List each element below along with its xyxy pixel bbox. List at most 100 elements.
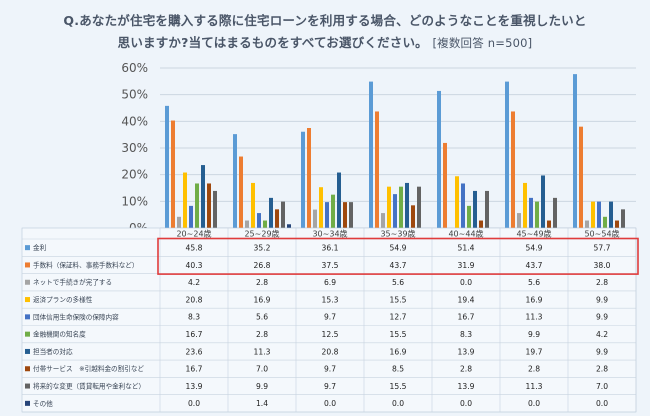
- data-cell: 4.2: [596, 330, 608, 339]
- data-cell: 16.7: [458, 313, 475, 322]
- bar: [165, 105, 169, 228]
- data-cell: 2.8: [596, 365, 608, 374]
- chart-title-line-2-text: 思いますか?当てはまるものをすべてお選びください。: [117, 35, 428, 50]
- data-cell: 43.7: [526, 261, 543, 270]
- data-cell: 0.0: [528, 399, 540, 408]
- legend-swatch: [25, 366, 30, 372]
- bar: [615, 220, 619, 228]
- bar: [183, 172, 187, 228]
- data-cell: 23.6: [186, 347, 203, 356]
- bar: [349, 202, 353, 228]
- bar: [263, 220, 267, 228]
- data-cell: 16.9: [390, 347, 407, 356]
- bar: [579, 126, 583, 228]
- bar: [405, 182, 409, 228]
- data-cell: 5.6: [256, 313, 268, 322]
- data-cell: 9.7: [324, 313, 336, 322]
- data-cell: 2.8: [596, 278, 608, 287]
- bar: [517, 213, 521, 228]
- chart-title-note: [複数回答 n=500]: [432, 36, 533, 50]
- highlight-box: [157, 237, 639, 275]
- data-cell: 9.7: [324, 365, 336, 374]
- bar: [195, 183, 199, 228]
- data-cell: 15.5: [390, 330, 407, 339]
- bar: [275, 209, 279, 228]
- legend-swatch: [25, 279, 30, 285]
- data-cell: 12.5: [322, 330, 339, 339]
- bar: [281, 201, 285, 228]
- bar: [171, 120, 175, 228]
- bar: [523, 182, 527, 228]
- legend-swatch: [25, 383, 30, 389]
- data-cell: 57.7: [594, 243, 611, 252]
- chart-title-line-1: Q.あなたが住宅を購入する際に住宅ローンを利用する場合、どのようなことを重視した…: [63, 13, 587, 28]
- legend-swatch: [25, 331, 30, 337]
- bar: [269, 197, 273, 228]
- bar: [287, 224, 291, 228]
- bar: [547, 220, 551, 228]
- data-cell: 1.4: [256, 399, 268, 408]
- bar: [257, 213, 261, 228]
- bar: [207, 183, 211, 228]
- data-cell: 16.9: [526, 295, 543, 304]
- bar: [239, 156, 243, 228]
- bar: [319, 187, 323, 228]
- x-category-label: 35~39歳: [380, 229, 415, 239]
- data-cell: 19.7: [526, 347, 543, 356]
- y-tick-label: 20%: [121, 168, 148, 182]
- data-cell: 9.7: [324, 382, 336, 391]
- data-cell: 31.9: [458, 261, 475, 270]
- data-cell: 13.9: [186, 382, 203, 391]
- bar: [393, 194, 397, 228]
- y-tick-label: 60%: [121, 61, 148, 75]
- data-cell: 15.5: [390, 295, 407, 304]
- data-cell: 35.2: [254, 243, 271, 252]
- bar: [213, 190, 217, 228]
- series-row-label: 金融機関の知名度: [33, 330, 86, 339]
- bar: [621, 209, 625, 228]
- data-cell: 2.8: [528, 365, 540, 374]
- data-table: [21, 227, 637, 413]
- series-row-label: 金利: [33, 243, 47, 252]
- bar: [541, 175, 545, 228]
- bar: [461, 183, 465, 228]
- data-cell: 26.8: [254, 261, 271, 270]
- bar: [245, 220, 249, 228]
- legend-swatch: [25, 297, 30, 303]
- data-cell: 11.3: [526, 382, 543, 391]
- data-cell: 5.6: [528, 278, 540, 287]
- data-cell: 15.3: [322, 295, 339, 304]
- bar: [505, 81, 509, 228]
- data-cell: 0.0: [596, 399, 608, 408]
- data-cell: 37.5: [322, 261, 339, 270]
- data-cell: 9.9: [528, 330, 540, 339]
- x-category-label: 50~54歳: [584, 229, 619, 239]
- series-row-label: ネットで手続きが完了する: [33, 278, 112, 287]
- series-row-label: 将来的な変更（賃貸転用や金利など）: [33, 381, 145, 390]
- bar: [307, 128, 311, 228]
- bar: [343, 202, 347, 228]
- chart-title-line-2: 思いますか?当てはまるものをすべてお選びください。 [複数回答 n=500]: [0, 32, 650, 54]
- data-cell: 13.9: [458, 382, 475, 391]
- data-cell: 0.0: [188, 399, 200, 408]
- data-cell: 12.7: [390, 313, 407, 322]
- bar: [325, 202, 329, 228]
- bar: [597, 201, 601, 228]
- data-cell: 38.0: [594, 261, 611, 270]
- bar: [201, 165, 205, 228]
- data-cell: 0.0: [460, 278, 472, 287]
- x-category-label: 20~24歳: [176, 229, 211, 239]
- data-cell: 16.7: [186, 365, 203, 374]
- bar: [591, 201, 595, 228]
- legend-swatch: [25, 314, 30, 320]
- data-cell: 2.8: [460, 365, 472, 374]
- y-tick-label: 50%: [121, 88, 148, 102]
- bar: [189, 205, 193, 228]
- data-cell: 0.0: [460, 399, 472, 408]
- data-cell: 9.9: [596, 295, 608, 304]
- data-cell: 2.8: [256, 330, 268, 339]
- bar: [387, 186, 391, 228]
- y-tick-label: 10%: [121, 194, 148, 208]
- data-cell: 20.8: [186, 295, 203, 304]
- bar: [573, 74, 577, 228]
